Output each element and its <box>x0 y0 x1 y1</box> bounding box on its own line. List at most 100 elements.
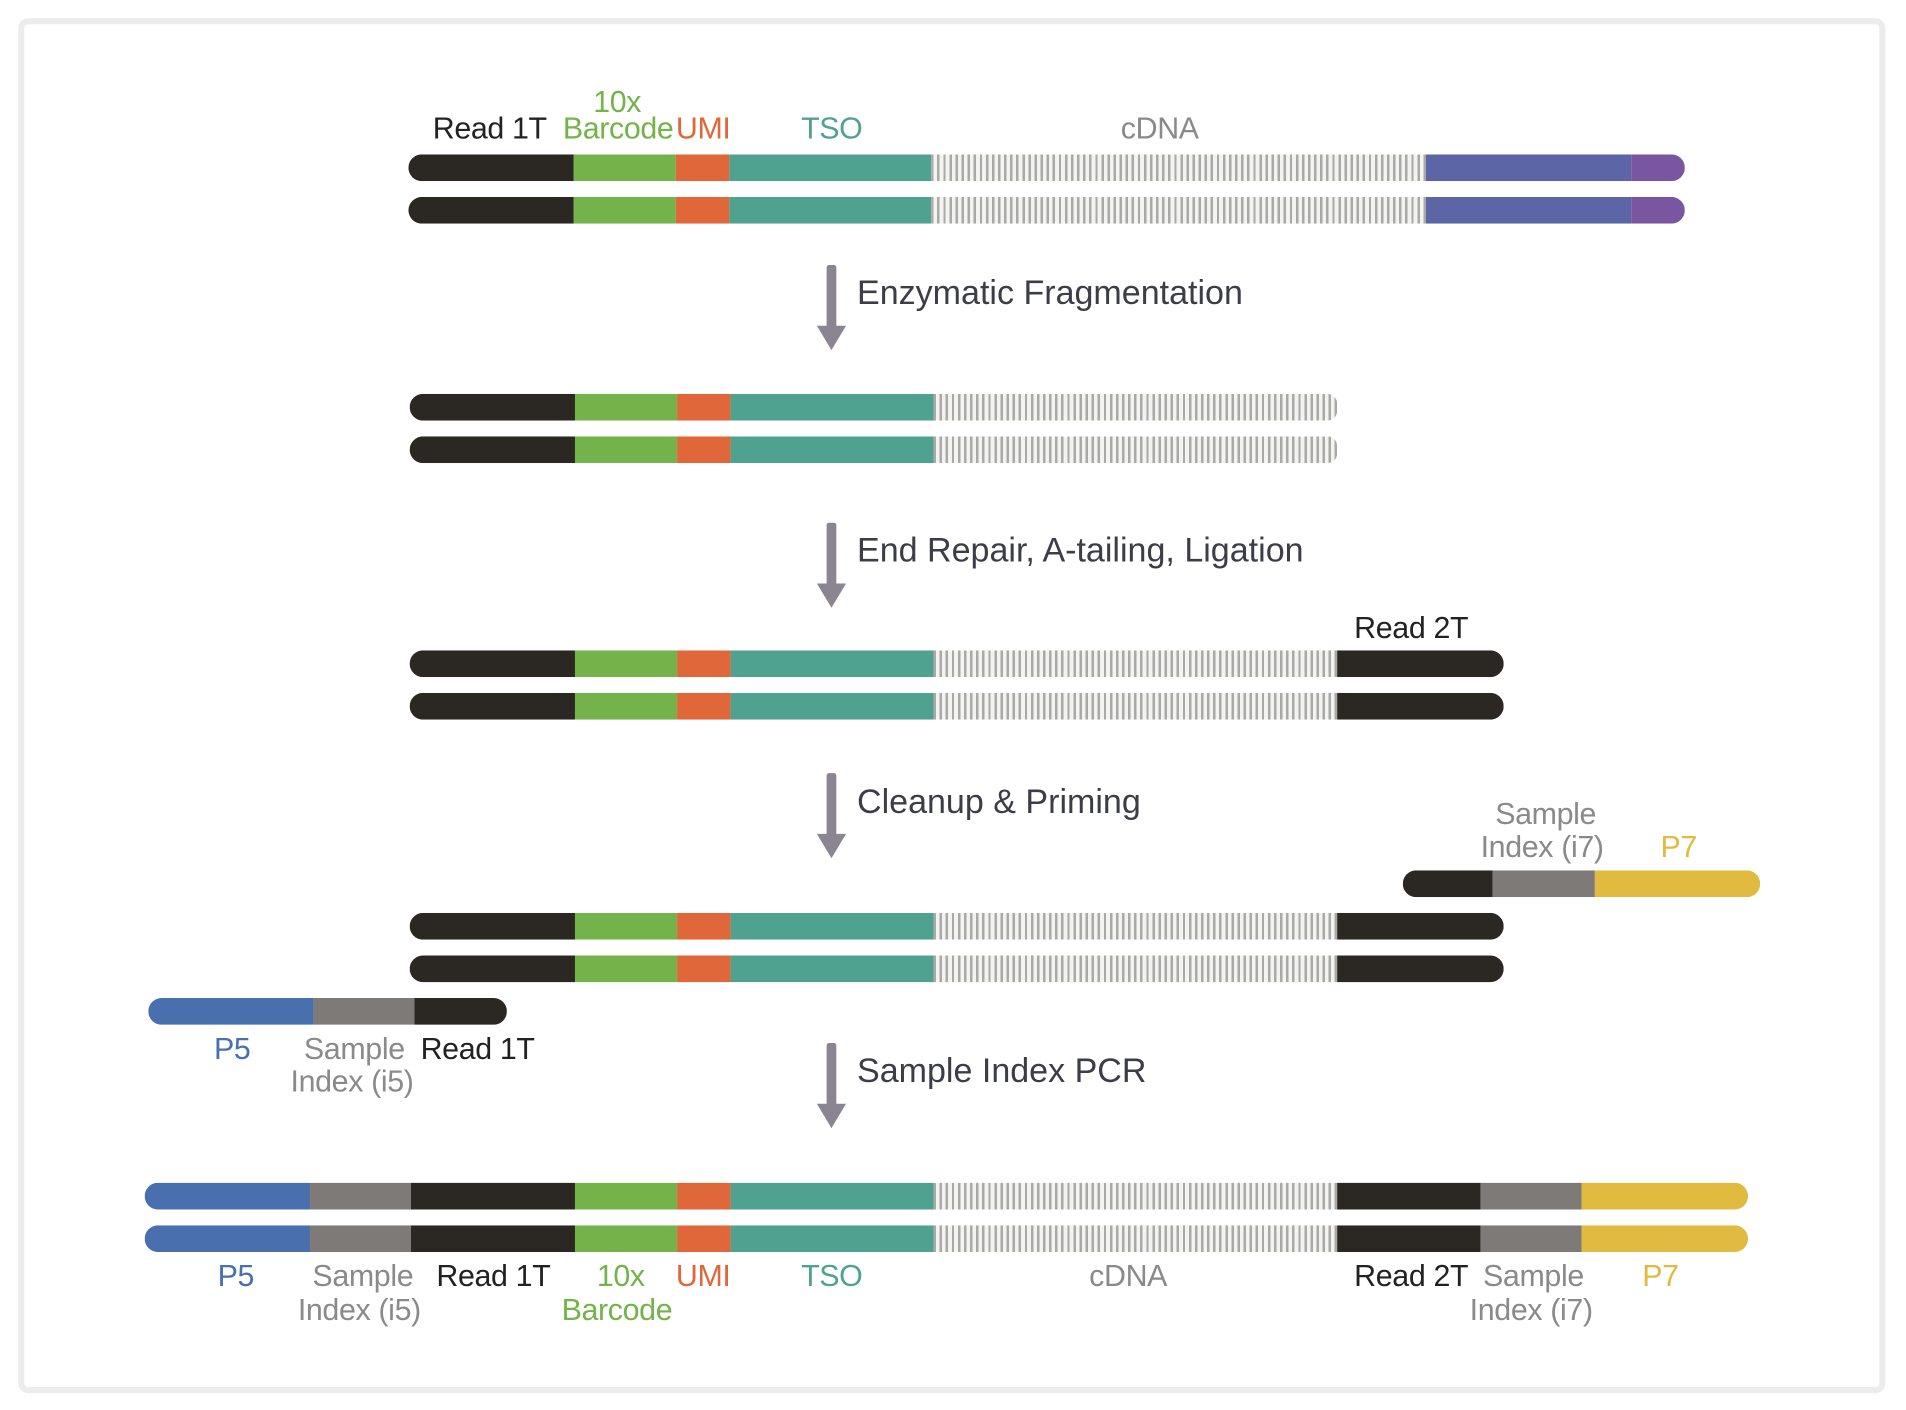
umi-segment <box>677 1182 731 1210</box>
tso-segment <box>730 1182 934 1210</box>
read-segment <box>1337 912 1504 940</box>
cdna-fragment-strand <box>408 154 1685 182</box>
label-sample-i7: Sample <box>1495 797 1597 832</box>
label-p5: P5 <box>213 1032 251 1067</box>
cdna-fragment-strand <box>409 650 1504 678</box>
sample-index-segment <box>309 1182 411 1210</box>
cdna-segment <box>933 436 1338 464</box>
barcode-segment <box>574 1182 678 1210</box>
p7-adapter-strand <box>1402 870 1761 898</box>
purple-cap-segment <box>1631 196 1685 224</box>
read-segment <box>409 692 575 720</box>
read-segment <box>409 955 575 983</box>
sample-index-segment <box>1480 1225 1582 1253</box>
read-segment <box>1337 1225 1481 1253</box>
read-segment <box>408 196 574 224</box>
barcode-segment <box>574 692 678 720</box>
p5-segment <box>144 1225 310 1253</box>
p7-segment <box>1594 870 1761 898</box>
read-segment <box>410 1182 575 1210</box>
blue-cap-segment <box>1425 154 1632 182</box>
label-sample-i5: Sample <box>303 1032 405 1067</box>
read-segment <box>1402 870 1493 898</box>
read-segment <box>409 650 575 678</box>
cdna-fragment-strand <box>409 393 1338 421</box>
tso-segment <box>730 436 934 464</box>
step-sample-index-pcr: Sample Index PCR <box>856 1051 1147 1090</box>
cdna-fragment-strand <box>409 692 1504 720</box>
read-segment <box>1337 692 1504 720</box>
cdna-segment <box>933 955 1338 983</box>
umi-segment <box>677 955 731 983</box>
cdna-segment <box>931 154 1426 182</box>
cdna-segment <box>931 196 1426 224</box>
cdna-segment <box>933 692 1338 720</box>
p5-segment <box>148 998 314 1025</box>
read-segment <box>414 998 507 1025</box>
umi-segment <box>677 393 731 421</box>
label-p7: P7 <box>1660 830 1698 865</box>
final-label-p7: P7 <box>1642 1259 1679 1294</box>
tso-segment <box>730 912 934 940</box>
barcode-segment <box>574 955 678 983</box>
label-read2t: Read 2T <box>1354 611 1469 646</box>
label-read1t: Read 1T <box>432 111 547 146</box>
cdna-segment <box>933 912 1338 940</box>
final-library-strand <box>144 1225 1749 1253</box>
read-segment <box>409 393 575 421</box>
final-label-p5: P5 <box>217 1259 255 1294</box>
read-segment <box>409 436 575 464</box>
barcode-segment <box>574 393 678 421</box>
label-tso: TSO <box>801 111 863 146</box>
label-read1t-adapter: Read 1T <box>420 1032 535 1067</box>
p5-adapter-strand <box>148 998 507 1025</box>
tso-segment <box>729 196 932 224</box>
final-label-cdna: cDNA <box>1089 1259 1168 1294</box>
umi-segment <box>677 650 731 678</box>
final-label-barcode: Barcode <box>561 1293 673 1328</box>
read-segment <box>409 912 575 940</box>
tso-segment <box>730 1225 934 1253</box>
read-segment <box>408 154 574 182</box>
label-cdna: cDNA <box>1120 111 1199 146</box>
final-label-tso: TSO <box>801 1259 863 1294</box>
cdna-segment <box>933 393 1338 421</box>
final-label-index-i7: Index (i7) <box>1469 1293 1593 1328</box>
umi-segment <box>677 436 731 464</box>
diagram-frame <box>18 18 1886 1394</box>
final-label-10x: 10x <box>596 1259 645 1294</box>
barcode-segment <box>574 436 678 464</box>
p5-segment <box>144 1182 310 1210</box>
sample-index-segment <box>313 998 415 1025</box>
cdna-segment <box>933 1225 1338 1253</box>
umi-segment <box>675 154 730 182</box>
cdna-fragment-strand <box>408 196 1685 224</box>
tso-segment <box>730 955 934 983</box>
barcode-segment <box>574 650 678 678</box>
p7-segment <box>1581 1225 1749 1253</box>
final-label-read1t: Read 1T <box>436 1259 551 1294</box>
barcode-segment <box>573 154 676 182</box>
cdna-fragment-strand <box>409 436 1338 464</box>
umi-segment <box>677 912 731 940</box>
final-label-read2t: Read 2T <box>1354 1259 1469 1294</box>
cdna-segment <box>933 1182 1338 1210</box>
cdna-fragment-strand <box>409 955 1504 983</box>
tso-segment <box>730 393 934 421</box>
purple-cap-segment <box>1631 154 1685 182</box>
step-fragmentation: Enzymatic Fragmentation <box>856 273 1243 312</box>
final-label-umi: UMI <box>675 1259 731 1294</box>
read-segment <box>1337 650 1504 678</box>
label-index-i7: Index (i7) <box>1480 830 1604 865</box>
step-ligation: End Repair, A-tailing, Ligation <box>856 531 1304 569</box>
label-index-i5: Index (i5) <box>290 1064 414 1099</box>
final-label-sample-i7: Sample <box>1483 1259 1584 1294</box>
sample-index-segment <box>1492 870 1595 898</box>
tso-segment <box>730 650 934 678</box>
tso-segment <box>730 692 934 720</box>
tso-segment <box>729 154 932 182</box>
umi-segment <box>675 196 730 224</box>
label-umi: UMI <box>675 111 731 146</box>
cdna-fragment-strand <box>409 912 1504 940</box>
